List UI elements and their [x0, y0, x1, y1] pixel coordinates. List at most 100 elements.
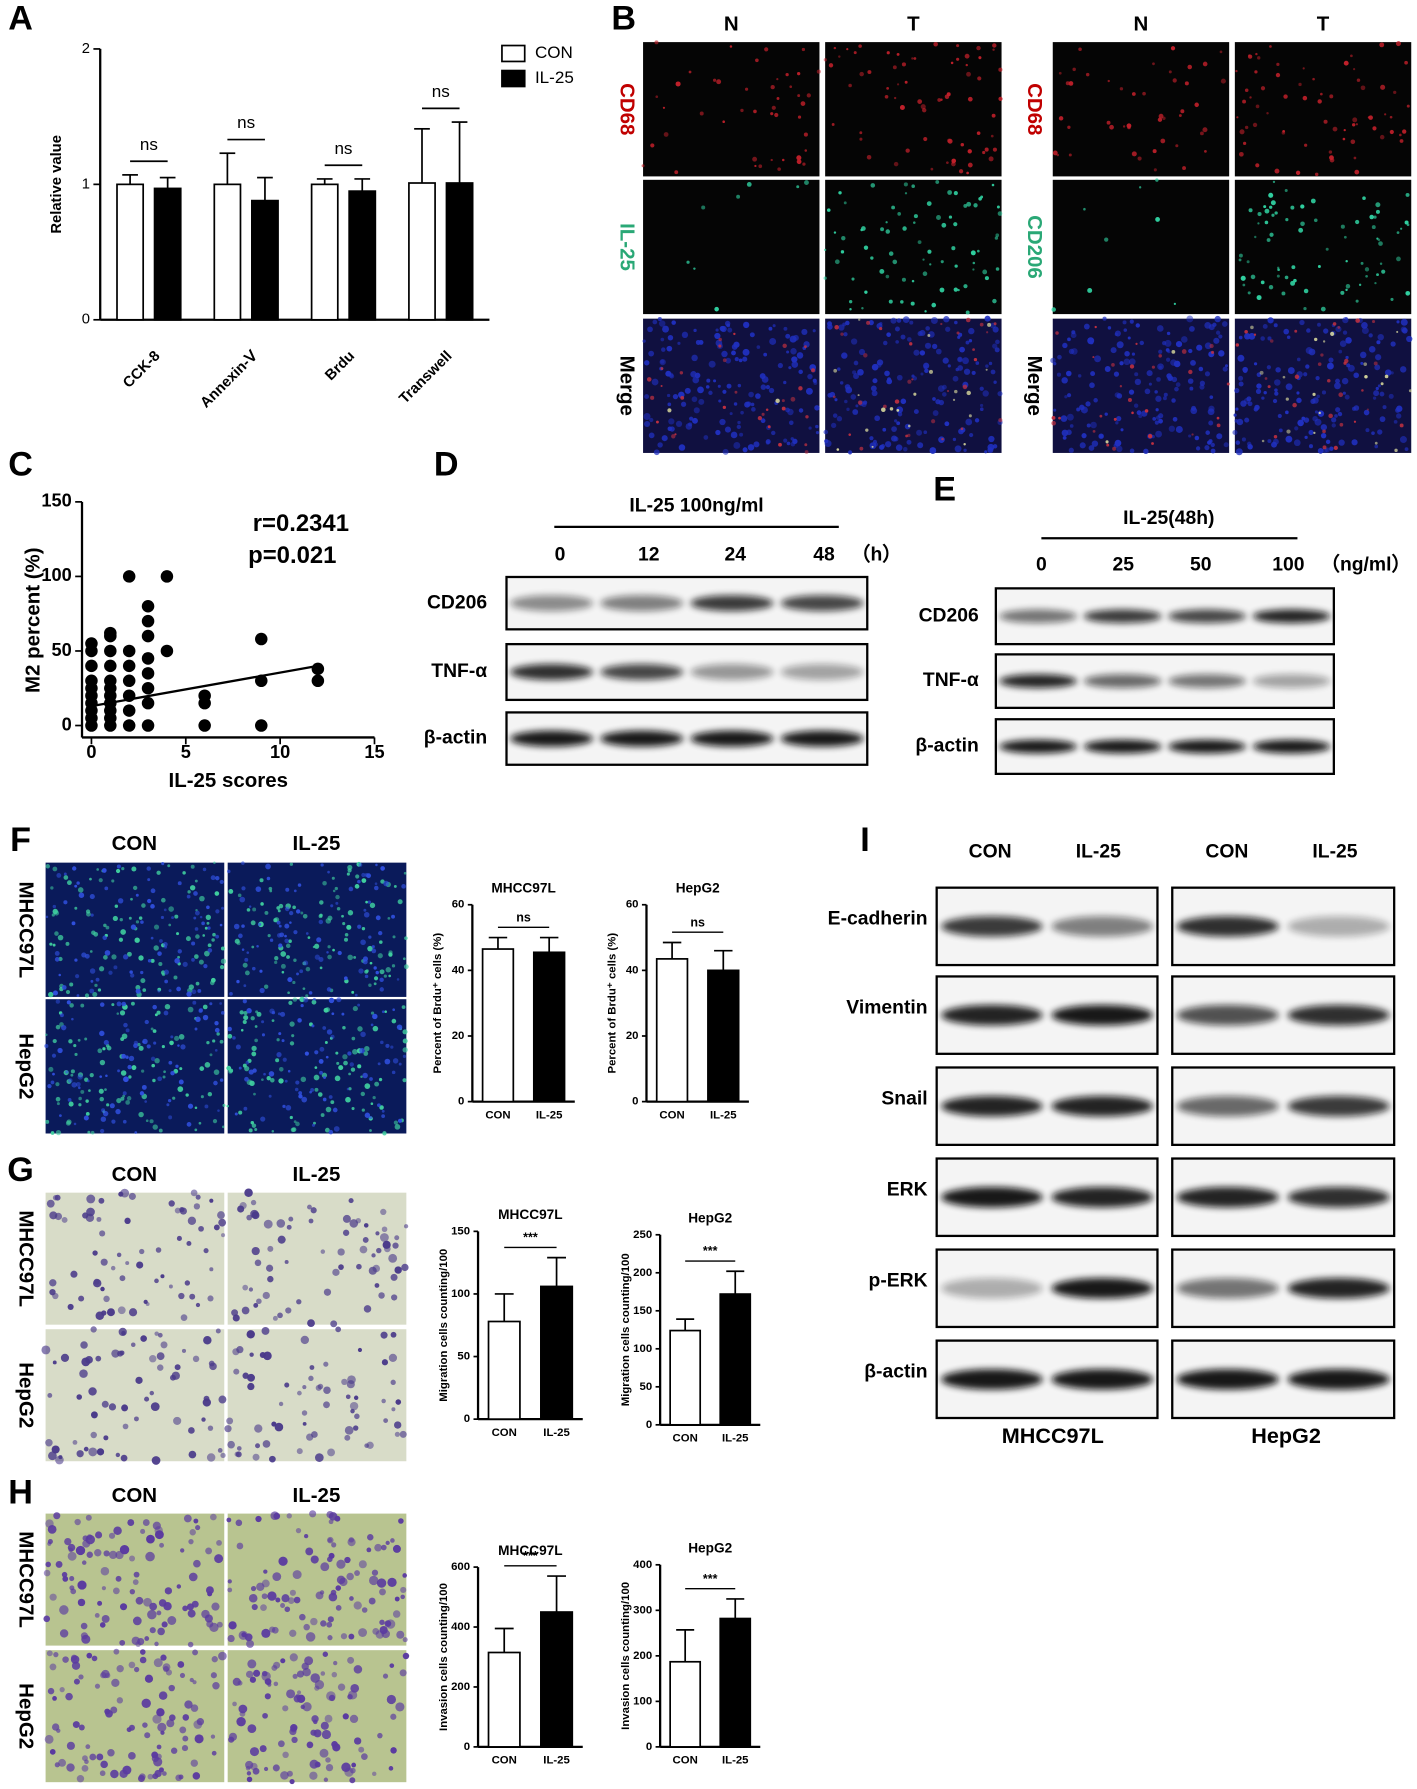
cell-dot: [768, 425, 771, 428]
cell-dot: [1303, 372, 1307, 376]
x-tick-label: 5: [181, 742, 191, 762]
cell-dot: [303, 997, 308, 1002]
cell-dot: [1374, 445, 1378, 449]
cell-dot: [235, 1113, 238, 1116]
cell-dot: [326, 1511, 333, 1518]
cell-dot: [315, 1066, 318, 1069]
cell-dot: [260, 988, 265, 993]
cell-dot: [1322, 390, 1326, 394]
blot-band: [1177, 1278, 1279, 1298]
cell-dot: [1317, 99, 1321, 103]
cell-dot: [758, 416, 762, 420]
cell-dot: [50, 1749, 56, 1755]
cell-dot: [191, 941, 195, 945]
cell-dot: [227, 1027, 231, 1031]
cell-dot: [1361, 262, 1364, 265]
cell-dot: [693, 267, 695, 269]
y-axis-label: Relative value: [49, 135, 65, 234]
blot-band: [690, 664, 773, 680]
cell-dot: [77, 1581, 86, 1590]
cell-dot: [1290, 281, 1295, 286]
cell-dot: [78, 887, 84, 893]
cell-dot: [173, 1417, 181, 1425]
cell-dot: [120, 1097, 124, 1101]
cell-dot: [78, 1086, 81, 1089]
cell-dot: [343, 1061, 348, 1066]
cell-dot: [893, 65, 897, 69]
cell-dot: [252, 1604, 258, 1610]
cell-dot: [987, 447, 993, 453]
cell-dot: [287, 991, 290, 994]
y-tick-label: 40: [626, 964, 639, 976]
cell-dot: [365, 1113, 370, 1118]
cell-dot: [758, 164, 762, 168]
cell-dot: [144, 1636, 149, 1641]
cell-dot: [782, 344, 786, 348]
cell-dot: [921, 104, 926, 109]
cell-dot: [783, 439, 787, 443]
cell-dot: [238, 1111, 242, 1115]
cell-dot: [348, 1634, 354, 1640]
cell-dot: [1162, 341, 1166, 345]
cell-dot: [322, 881, 327, 886]
cell-dot: [246, 1061, 250, 1065]
cell-dot: [260, 878, 264, 882]
cell-dot: [307, 1319, 315, 1327]
cell-dot: [271, 1422, 276, 1427]
cell-dot: [253, 1768, 260, 1775]
cell-dot: [168, 906, 174, 912]
cell-dot: [324, 1008, 329, 1013]
cell-dot: [121, 867, 124, 870]
cell-dot: [1176, 341, 1182, 347]
blot-band: [600, 731, 683, 747]
cell-dot: [341, 1763, 350, 1772]
cell-dot: [347, 1657, 354, 1664]
cell-dot: [1109, 125, 1114, 130]
column-label: T: [1317, 12, 1330, 35]
cell-dot: [1181, 336, 1188, 343]
cell-dot: [349, 1777, 355, 1783]
cell-dot: [775, 399, 779, 403]
cell-dot: [145, 1552, 155, 1562]
cell-dot: [1204, 445, 1209, 450]
cell-dot: [136, 1597, 144, 1605]
lane-label: 25: [1113, 554, 1135, 576]
cell-dot: [121, 1455, 128, 1462]
panel-label: F: [10, 821, 31, 859]
significance-label: ***: [523, 1549, 538, 1563]
cell-dot: [360, 1246, 368, 1254]
cell-dot: [692, 377, 699, 384]
cell-dot: [198, 1226, 204, 1232]
cell-dot: [1156, 377, 1161, 382]
cell-dot: [119, 1770, 127, 1778]
cell-dot: [879, 445, 884, 450]
cell-dot: [301, 1705, 305, 1709]
cell-dot: [1127, 123, 1132, 128]
cell-dot: [1277, 275, 1280, 278]
legend-label: CON: [535, 43, 573, 62]
cell-dot: [290, 1590, 296, 1596]
cell-dot: [241, 861, 245, 865]
cell-dot: [357, 1004, 360, 1007]
cell-dot: [382, 1010, 385, 1013]
cell-dot: [1087, 423, 1091, 427]
cell-dot: [944, 421, 949, 426]
cell-dot: [858, 319, 860, 321]
cell-dot: [43, 1616, 50, 1623]
cell-dot: [1376, 237, 1378, 239]
cell-dot: [64, 875, 69, 880]
cell-dot: [1273, 181, 1275, 183]
y-tick-label: 100: [451, 1288, 470, 1300]
cell-dot: [986, 369, 988, 371]
cell-dot: [1115, 421, 1118, 424]
cell-dot: [306, 967, 311, 972]
cell-dot: [1251, 275, 1256, 280]
cell-dot: [323, 1386, 331, 1394]
cell-dot: [66, 942, 70, 946]
cell-dot: [206, 905, 210, 909]
cell-dot: [1333, 322, 1337, 326]
cell-dot: [1174, 303, 1176, 305]
cell-dot: [848, 450, 852, 454]
cell-dot: [101, 1108, 105, 1112]
micrograph: [825, 319, 1001, 453]
